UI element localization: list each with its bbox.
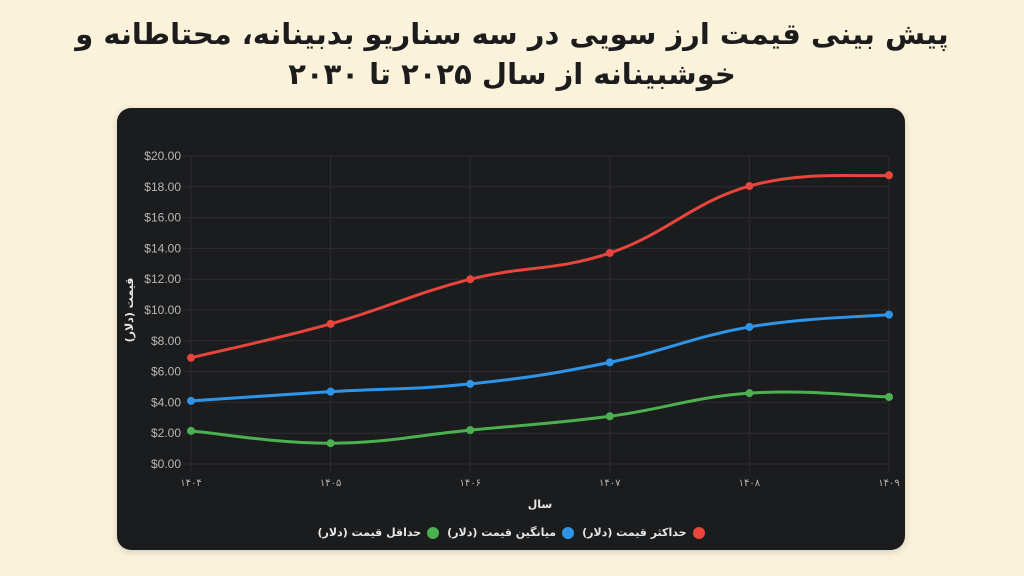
series-min-point[interactable] — [187, 426, 195, 435]
y-tick-label: $14.00 — [144, 241, 181, 255]
legend-dot-max-icon — [692, 526, 705, 539]
y-tick-label: $2.00 — [151, 426, 181, 440]
series-min-point[interactable] — [466, 426, 475, 435]
x-tick-label: ۱۴۰۶ — [459, 478, 480, 489]
y-tick-label: $12.00 — [144, 272, 181, 286]
page-title: پیش بینی قیمت ارز سویی در سه سناریو بدبی… — [75, 17, 949, 91]
legend-label-min: حداقل قیمت (دلار) — [317, 526, 422, 539]
x-tick-label: ۱۴۰۸ — [739, 478, 761, 489]
legend-item-avg[interactable]: میانگین قیمت (دلار) — [447, 526, 575, 539]
y-tick-label: $18.00 — [144, 180, 181, 194]
x-tick-label: ۱۴۰۵ — [320, 478, 341, 489]
legend-item-min[interactable]: حداقل قیمت (دلار) — [318, 526, 440, 539]
x-tick-label: ۱۴۰۷ — [599, 478, 621, 489]
y-axis-label: قیمت (دلار) — [123, 278, 136, 343]
series-min-point[interactable] — [326, 439, 335, 448]
series-avg-point[interactable] — [605, 358, 614, 367]
y-tick-label: $16.00 — [144, 211, 181, 225]
legend-label-max: حداکثر قیمت (دلار) — [582, 526, 687, 539]
series-avg-point[interactable] — [466, 379, 475, 388]
series-max-line — [190, 173, 890, 360]
series-avg-point[interactable] — [885, 310, 893, 319]
series-max-point[interactable] — [466, 275, 475, 284]
chart-legend: حداکثر قیمت (دلار) میانگین قیمت (دلار) ح… — [117, 526, 905, 539]
y-tick-label: $20.00 — [144, 149, 181, 163]
legend-dot-avg-icon — [562, 526, 575, 539]
series-avg-point[interactable] — [187, 396, 195, 405]
x-tick-label: ۱۴۰۴ — [180, 478, 201, 489]
x-axis-label: سال — [528, 498, 553, 511]
series-min-point[interactable] — [605, 412, 614, 421]
chart-card: $0.00 $2.00 $4.00 $6.00 $8.00 $10.00 $12.00 $14… — [117, 108, 905, 550]
series-max-point[interactable] — [187, 353, 195, 362]
series-max-point[interactable] — [745, 182, 754, 191]
legend-label-avg: میانگین قیمت (دلار) — [447, 526, 557, 539]
y-tick-label: $0.00 — [151, 457, 181, 471]
x-tick-label: ۱۴۰۹ — [878, 478, 899, 489]
series-avg-point[interactable] — [326, 387, 335, 396]
legend-item-max[interactable]: حداکثر قیمت (دلار) — [582, 526, 705, 539]
series-min-point[interactable] — [885, 393, 893, 402]
line-chart: $0.00 $2.00 $4.00 $6.00 $8.00 $10.00 $12.00 $14… — [123, 149, 900, 511]
y-tick-label: $4.00 — [151, 395, 181, 409]
y-tick-label: $6.00 — [151, 365, 181, 379]
legend-dot-min-icon — [427, 526, 440, 539]
series-min-line — [190, 390, 890, 445]
series-max-point[interactable] — [326, 319, 335, 328]
y-tick-label: $8.00 — [151, 334, 181, 348]
series-min-point[interactable] — [745, 389, 754, 398]
series-avg-line — [190, 313, 890, 403]
series-max-point[interactable] — [885, 171, 893, 180]
series-avg-point[interactable] — [745, 322, 754, 331]
series-max-point[interactable] — [605, 249, 614, 258]
y-tick-label: $10.00 — [144, 303, 181, 317]
